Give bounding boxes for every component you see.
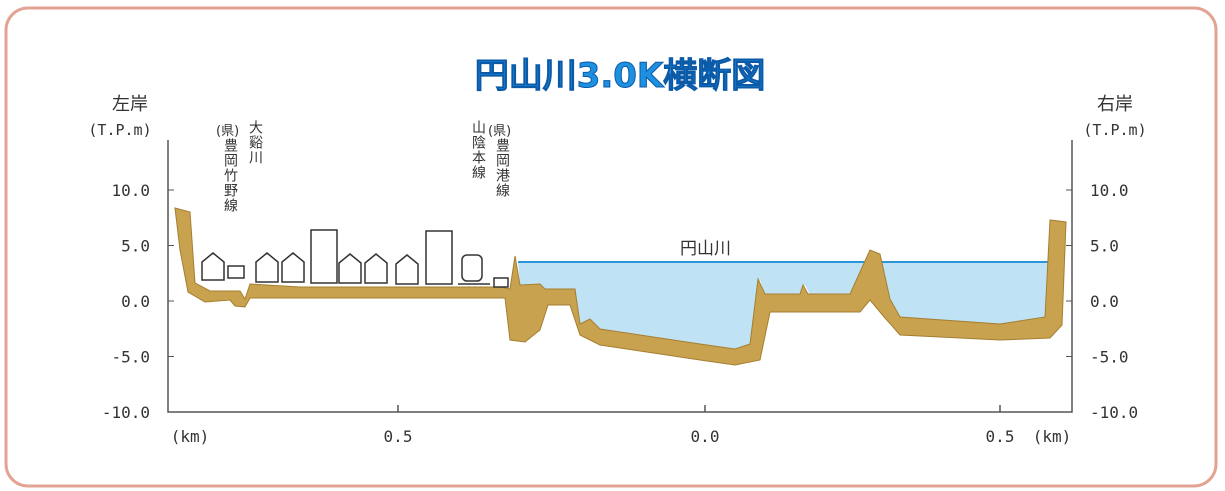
left-label: 左岸 [112,94,148,115]
axes [167,140,1073,413]
water [518,255,1050,350]
y-tick-label-right: 0.0 [1090,292,1119,311]
buildings [201,229,509,288]
y-tick-label-right: -10.0 [1090,403,1138,422]
road-left-prefix: (県) [216,124,240,139]
x-tick-label: (km) [1033,427,1072,446]
ground [174,207,1067,366]
y-tick-label-right: 10.0 [1090,181,1129,200]
railway-label: 山陰本線 [470,120,486,180]
river-label: 円山川 [680,239,731,259]
stream-label: 大谿川 [247,120,263,165]
title: 円山川3.0K横断図 [475,56,766,96]
left-unit: (T.P.m) [88,121,151,139]
y-tick-label: -5.0 [111,348,150,367]
road-left-name: 豊岡竹野線 [222,138,238,213]
x-tick-label: 0.5 [986,427,1015,446]
axis-lines [167,140,1073,413]
ticks: 10.0 10.0 5.0 5.0 0.0 0.0 -5.0 -5.0 -10.0 -10.0 (k… [102,181,1138,446]
y-tick-label: 5.0 [121,237,150,256]
y-tick-label: 0.0 [121,292,150,311]
y-tick-label-right: -5.0 [1090,348,1129,367]
x-tick-label: 0.0 [691,427,720,446]
y-tick-label-right: 5.0 [1090,237,1119,256]
road-right-name: 豊岡港線 [494,138,510,198]
y-tick-label: 10.0 [111,181,150,200]
y-tick-label: -10.0 [102,403,150,422]
x-tick-label: (km) [171,427,210,446]
road-right-prefix: (県) [488,124,512,139]
right-unit: (T.P.m) [1083,121,1146,139]
x-tick-label: 0.5 [384,427,413,446]
right-label: 右岸 [1097,94,1133,115]
frame [4,6,1218,488]
